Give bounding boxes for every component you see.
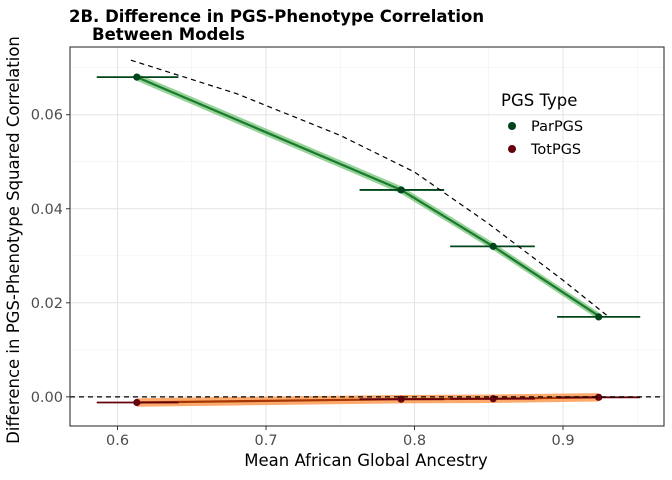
- x-tick-label: 0.6: [106, 433, 129, 449]
- totpgs-fit-line: [136, 396, 599, 404]
- y-tick-label: 0.04: [31, 202, 63, 218]
- x-tick-label: 0.7: [254, 433, 277, 449]
- legend-label-parpgs: ParPGS: [531, 119, 583, 135]
- totpgs-point: [595, 393, 603, 401]
- panel-background: [70, 47, 664, 426]
- chart-title-line-2: Between Models: [92, 25, 245, 44]
- parpgs-point: [397, 186, 405, 194]
- legend: PGS Type ParPGS TotPGS: [501, 91, 583, 158]
- dashed-expected-curve: [130, 59, 608, 317]
- plot-area: 0.6 0.7 0.8 0.9 0.00 0.02 0.04 0.06: [31, 46, 665, 449]
- chart-title-line-1: 2B. Difference in PGS-Phenotype Correlat…: [69, 7, 484, 26]
- totpgs-point: [489, 395, 497, 403]
- x-tick-label: 0.8: [403, 433, 426, 449]
- y-axis-label: Difference in PGS-Phenotype Squared Corr…: [4, 36, 23, 444]
- legend-label-totpgs: TotPGS: [530, 142, 581, 158]
- x-tick-label: 0.9: [551, 433, 574, 449]
- parpgs-point: [595, 313, 603, 321]
- totpgs-point: [133, 398, 141, 407]
- totpgs-point: [397, 395, 405, 403]
- y-tick-label: 0.06: [31, 108, 63, 124]
- x-axis-label: Mean African Global Ancestry: [244, 451, 488, 470]
- legend-key-totpgs: [508, 145, 516, 153]
- parpgs-fit-line: [136, 76, 600, 317]
- parpgs-point: [133, 73, 141, 81]
- y-tick-label: 0.00: [31, 390, 63, 406]
- panel-border: [69, 46, 665, 427]
- y-tick-label: 0.02: [31, 296, 63, 312]
- parpgs-point: [489, 242, 497, 250]
- legend-title: PGS Type: [501, 91, 577, 110]
- legend-key-parpgs: [508, 122, 516, 130]
